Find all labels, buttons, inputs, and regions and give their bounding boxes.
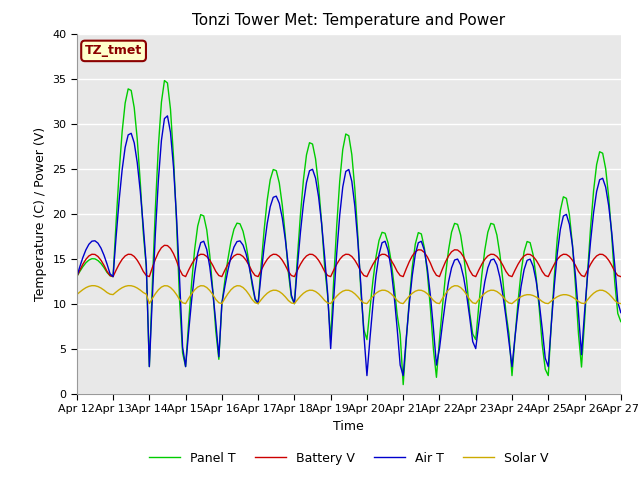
Solar V [339, 288, 347, 294]
Battery V [154, 250, 162, 255]
Battery V [336, 256, 344, 262]
Panel T [399, 382, 407, 387]
Air T [73, 274, 81, 279]
Solar V [230, 284, 238, 290]
Solar V [122, 284, 129, 289]
Battery V [118, 256, 126, 262]
Panel T [118, 129, 126, 135]
Battery V [161, 242, 168, 248]
Line: Panel T: Panel T [77, 81, 621, 384]
Line: Battery V: Battery V [77, 245, 621, 276]
Panel T [529, 252, 537, 258]
Panel T [336, 178, 344, 184]
Legend: Panel T, Battery V, Air T, Solar V: Panel T, Battery V, Air T, Solar V [144, 447, 554, 469]
Air T [617, 310, 625, 315]
Line: Air T: Air T [77, 116, 621, 375]
Battery V [227, 256, 235, 262]
Title: Tonzi Tower Met: Temperature and Power: Tonzi Tower Met: Temperature and Power [192, 13, 506, 28]
Battery V [339, 253, 347, 259]
Battery V [617, 274, 625, 279]
Panel T [73, 274, 81, 279]
Solar V [342, 288, 349, 293]
Solar V [529, 293, 537, 299]
Battery V [526, 252, 534, 257]
Air T [154, 177, 162, 182]
Text: TZ_tmet: TZ_tmet [85, 44, 142, 58]
Panel T [154, 143, 162, 149]
Solar V [161, 283, 168, 288]
Solar V [145, 300, 153, 306]
Line: Solar V: Solar V [77, 286, 621, 303]
X-axis label: Time: Time [333, 420, 364, 432]
Panel T [339, 147, 347, 153]
Air T [164, 113, 172, 119]
Solar V [88, 283, 96, 288]
Air T [339, 184, 347, 190]
Solar V [617, 300, 625, 306]
Air T [118, 167, 126, 173]
Battery V [73, 274, 81, 279]
Air T [227, 254, 235, 260]
Air T [529, 264, 537, 269]
Panel T [161, 78, 168, 84]
Y-axis label: Temperature (C) / Power (V): Temperature (C) / Power (V) [34, 127, 47, 300]
Solar V [73, 292, 81, 298]
Panel T [617, 319, 625, 324]
Air T [336, 212, 344, 218]
Panel T [227, 239, 235, 244]
Air T [363, 372, 371, 378]
